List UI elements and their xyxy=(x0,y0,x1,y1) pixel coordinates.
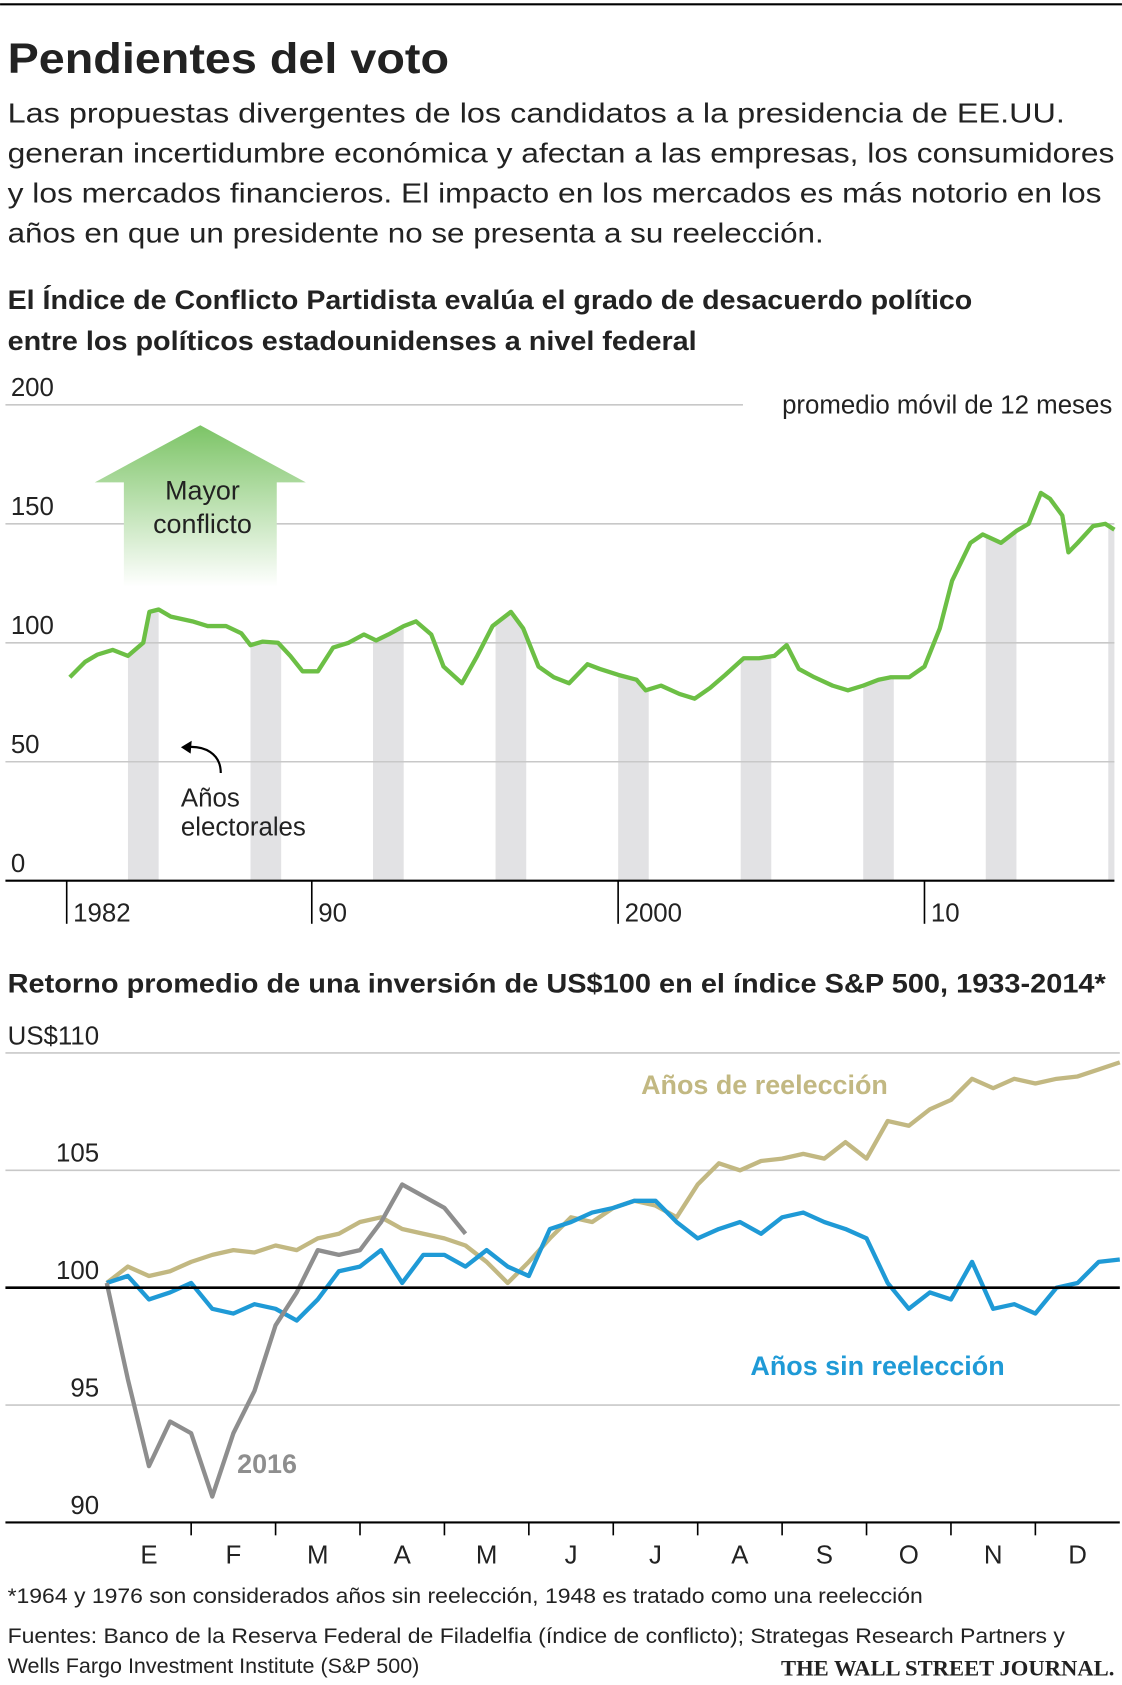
y-tick-label: 150 xyxy=(11,493,54,521)
title: Pendientes del voto xyxy=(8,35,449,83)
y-tick-label: 0 xyxy=(11,850,25,878)
line xyxy=(106,1198,1121,1323)
x-tick-label: N xyxy=(984,1541,1003,1569)
y-tick-label: 90 xyxy=(70,1492,99,1520)
y-tick-label: 100 xyxy=(56,1257,99,1285)
label-bg xyxy=(742,387,1120,423)
x-tick-label: 90 xyxy=(318,900,347,928)
x-tick-label: J xyxy=(649,1541,662,1569)
series-label: Años de reelección xyxy=(641,1070,888,1100)
annotation: Mayor xyxy=(165,476,240,506)
election-band xyxy=(618,674,649,881)
arrow xyxy=(94,425,306,587)
y-tick-label: 200 xyxy=(11,374,54,402)
pointer-head xyxy=(180,740,192,754)
election-band xyxy=(127,609,159,881)
source: Fuentes: Banco de la Reserva Federal de … xyxy=(8,1624,1066,1648)
subtitle: y los mercados financieros. El impacto e… xyxy=(8,177,1102,208)
x-tick-label: A xyxy=(394,1541,412,1569)
x-tick-label: M xyxy=(307,1541,329,1569)
election-band xyxy=(740,656,772,881)
chart-title: entre los políticos estadounidenses a ni… xyxy=(8,326,697,356)
y-tick-label: 105 xyxy=(56,1140,99,1168)
series-label: 2016 xyxy=(237,1449,297,1479)
x-tick-label: 1982 xyxy=(73,900,130,928)
line xyxy=(68,490,1116,701)
source: Wells Fargo Investment Institute (S&P 50… xyxy=(8,1654,420,1678)
x-tick-label: A xyxy=(731,1541,749,1569)
x-tick-label: 2000 xyxy=(625,900,682,928)
subtitle: años en que un presidente no se presenta… xyxy=(8,217,824,248)
annotation: conflicto xyxy=(153,509,252,539)
chart-title: Retorno promedio de una inversión de US$… xyxy=(8,969,1107,999)
x-tick-label: 10 xyxy=(931,900,960,928)
y-tick-label: US$110 xyxy=(8,1022,99,1050)
x-tick-label: O xyxy=(899,1541,919,1569)
annotation: electorales xyxy=(181,814,306,842)
x-tick-label: M xyxy=(476,1541,498,1569)
line xyxy=(104,1182,468,1499)
x-tick-label: F xyxy=(225,1541,241,1569)
line xyxy=(105,1060,1121,1286)
election-band xyxy=(495,611,527,881)
election-band xyxy=(863,677,894,881)
y-tick-label: 95 xyxy=(70,1374,99,1402)
x-tick-label: J xyxy=(565,1541,578,1569)
annotation: promedio móvil de 12 meses xyxy=(782,391,1112,419)
annotation: Años xyxy=(181,784,240,812)
election-band xyxy=(985,530,1017,881)
election-band xyxy=(1108,525,1115,881)
logo: THE WALL STREET JOURNAL. xyxy=(781,1655,1114,1680)
x-tick-label: S xyxy=(816,1541,833,1569)
y-tick-label: 100 xyxy=(11,612,54,640)
subtitle: generan incertidumbre económica y afecta… xyxy=(8,138,1115,169)
subtitle: Las propuestas divergentes de los candid… xyxy=(8,98,1065,129)
x-tick-label: E xyxy=(140,1541,157,1569)
y-tick-label: 50 xyxy=(11,731,40,759)
footnote: *1964 y 1976 son considerados años sin r… xyxy=(8,1584,923,1608)
x-tick-label: D xyxy=(1068,1541,1087,1569)
series-label: Años sin reelección xyxy=(750,1351,1004,1381)
chart-title: El Índice de Conflicto Partidista evalúa… xyxy=(8,284,973,315)
election-band xyxy=(373,626,404,881)
